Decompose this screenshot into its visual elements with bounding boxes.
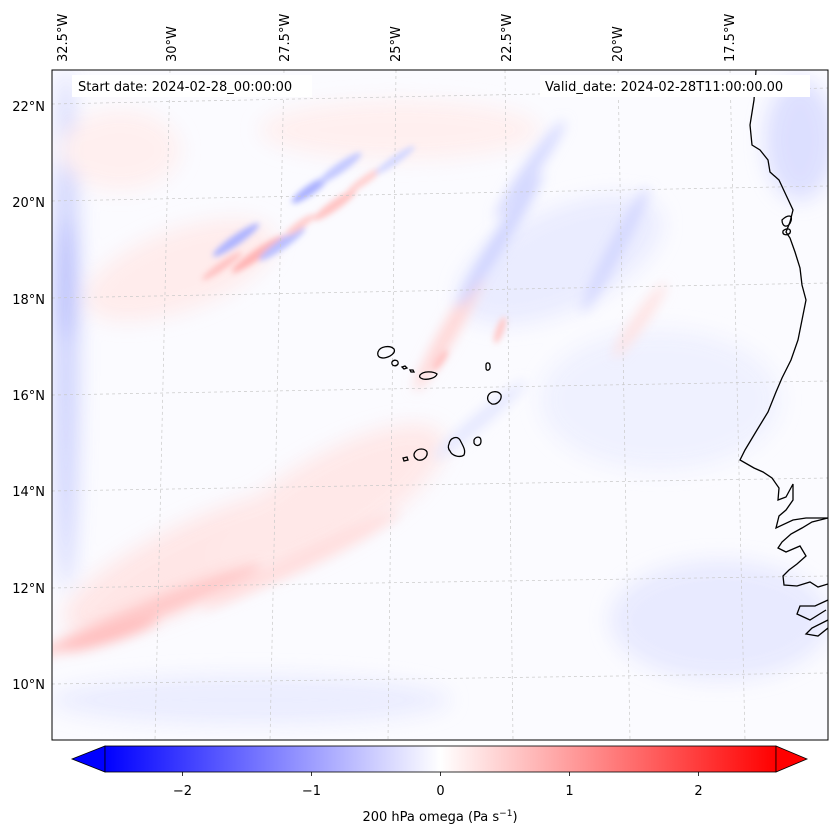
lat-label: 12°N bbox=[12, 582, 45, 597]
colorbar-extend-max bbox=[775, 745, 809, 773]
colorbar-tick-label: 1 bbox=[565, 784, 573, 799]
latitude-labels: 22°N 20°N 18°N 16°N 14°N 12°N 10°N bbox=[12, 100, 45, 693]
longitude-labels: 32.5°W 30°W 27.5°W 25°W 22.5°W 20°W 17.5… bbox=[56, 14, 738, 62]
start-date-label: Start date: 2024-02-28_00:00:00 bbox=[78, 80, 292, 95]
omega-field bbox=[52, 70, 828, 740]
lon-label: 25°W bbox=[389, 26, 404, 62]
colorbar-label-prefix: 200 hPa omega (Pa s bbox=[362, 810, 499, 825]
lat-label: 10°N bbox=[12, 678, 45, 693]
valid-date-label: Valid_date: 2024-02-28T11:00:00.00 bbox=[545, 80, 783, 95]
lon-label: 27.5°W bbox=[278, 14, 293, 62]
colorbar-tick-label: −2 bbox=[173, 784, 192, 799]
lon-label: 22.5°W bbox=[500, 14, 515, 62]
lat-label: 18°N bbox=[12, 293, 45, 308]
lat-label: 16°N bbox=[12, 389, 45, 404]
colorbar-tick-label: −1 bbox=[302, 784, 321, 799]
map-frame bbox=[51, 69, 829, 741]
colorbar-tick-label: 0 bbox=[436, 784, 444, 799]
colorbar-label-exponent: −1 bbox=[499, 809, 512, 819]
lon-label: 30°W bbox=[165, 26, 180, 62]
lon-label: 17.5°W bbox=[723, 14, 738, 62]
colorbar-label: 200 hPa omega (Pa s−1) bbox=[362, 809, 517, 825]
lat-label: 20°N bbox=[12, 196, 45, 211]
colorbar-label-suffix: ) bbox=[512, 810, 517, 825]
lat-label: 14°N bbox=[12, 485, 45, 500]
colorbar-extend-min bbox=[70, 745, 106, 773]
colorbar-bar bbox=[104, 745, 777, 773]
coastline bbox=[377, 70, 828, 637]
colorbar: −2 −1 0 1 2 200 hPa omega (Pa s−1) bbox=[70, 745, 809, 825]
lon-label: 32.5°W bbox=[56, 14, 71, 62]
colorbar-tick-label: 2 bbox=[694, 784, 702, 799]
graticule bbox=[52, 70, 828, 740]
lon-label: 20°W bbox=[611, 26, 626, 62]
lat-label: 22°N bbox=[12, 100, 45, 115]
